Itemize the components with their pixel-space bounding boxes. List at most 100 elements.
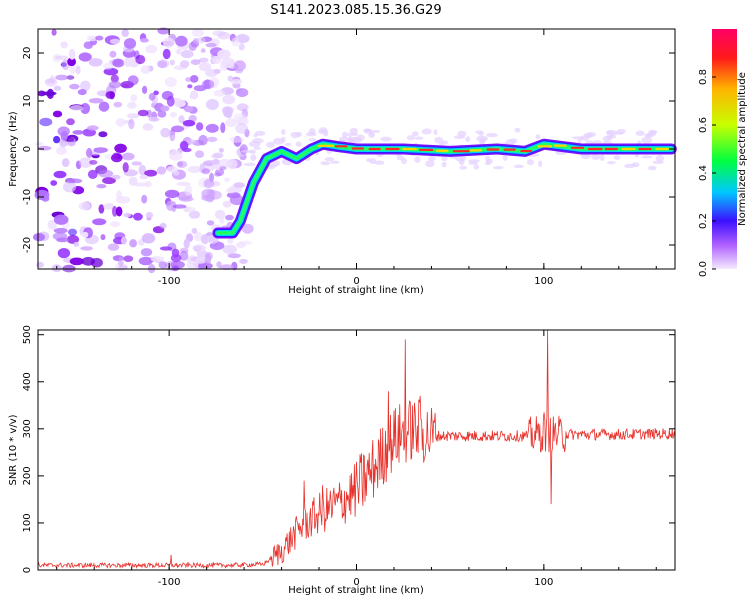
noise-blob (79, 157, 93, 168)
noise-blob (50, 180, 58, 186)
ridge-haze-blob (485, 155, 491, 162)
noise-blob (39, 117, 53, 127)
noise-blob (109, 38, 121, 45)
ridge-haze-blob (414, 136, 424, 140)
noise-blob (169, 150, 183, 161)
noise-blob (213, 89, 225, 97)
ridge-haze-blob (475, 130, 484, 134)
noise-blob (123, 212, 131, 218)
noise-blob (57, 248, 71, 259)
noise-blob (160, 105, 170, 112)
noise-blob (138, 256, 153, 266)
noise-blob (178, 115, 185, 124)
noise-blob (212, 152, 224, 159)
noise-blob (241, 223, 254, 234)
noise-blob (217, 49, 231, 60)
noise-blob (233, 60, 246, 72)
noise-blob (53, 227, 68, 234)
ridge-haze-blob (396, 155, 405, 161)
ridge-haze-blob (580, 135, 590, 141)
snr-x-tick-label: -100 (158, 577, 181, 588)
noise-blob (227, 237, 234, 244)
noise-blob (68, 48, 76, 60)
noise-blob (173, 99, 186, 108)
snr-y-tick-label: 100 (22, 513, 33, 532)
noise-blob (93, 147, 108, 154)
noise-blob (222, 244, 237, 255)
spectrogram-x-ticks: -100 0 100 (56, 29, 657, 287)
noise-blob (176, 181, 191, 186)
noise-blob (169, 111, 177, 118)
ridge-haze-blob (363, 128, 372, 133)
noise-blob (109, 50, 117, 58)
ridge-haze-blob (441, 161, 447, 168)
noise-blob (81, 256, 96, 266)
noise-blob (162, 37, 175, 48)
noise-blob (221, 106, 234, 115)
ridge-haze-blob (421, 128, 432, 135)
noise-blob (176, 160, 188, 168)
noise-blob (159, 246, 173, 251)
noise-blob (224, 177, 230, 183)
snr-x-tick-label: 0 (353, 577, 359, 588)
noise-blob (206, 136, 218, 142)
ridge-haze-blob (538, 160, 543, 168)
snr-y-tick-label: 0 (22, 567, 33, 573)
noise-blob (220, 122, 226, 134)
noise-blob (182, 119, 196, 127)
noise-blob (157, 60, 168, 69)
noise-blob (175, 35, 188, 47)
noise-blob (198, 134, 208, 146)
noise-blob (176, 48, 182, 55)
noise-blob (69, 83, 80, 90)
noise-blob (103, 203, 115, 210)
snr-panel: -100 0 100 0 100 200 300 400 500 Height of stra… (8, 325, 676, 596)
noise-blob (128, 176, 138, 186)
ridge-haze-blob (346, 132, 359, 137)
colorbar-tick-label: 0.4 (698, 165, 709, 181)
noise-blob (51, 29, 57, 36)
ridge-haze-blob (411, 131, 419, 137)
noise-blob (169, 130, 176, 142)
noise-blob (185, 77, 192, 82)
ridge-haze-blob (599, 154, 605, 162)
ridge-haze-blob (253, 133, 258, 138)
noise-blob (133, 212, 143, 221)
noise-blob (68, 228, 77, 236)
noise-blob (173, 204, 187, 209)
ridge-haze-blob (308, 128, 316, 135)
noise-blob (121, 152, 135, 161)
noise-blob (36, 261, 44, 268)
noise-blob (183, 206, 190, 213)
snr-y-tick-label: 500 (22, 325, 33, 344)
noise-blob (218, 147, 224, 153)
noise-blob (88, 58, 103, 67)
ridge-haze-blob (406, 135, 415, 141)
noise-blob (107, 243, 120, 251)
noise-blob (225, 214, 234, 221)
ridge-haze-blob (284, 142, 292, 147)
noise-blob (47, 219, 58, 230)
ridge-haze-blob (347, 138, 357, 143)
noise-blob (170, 254, 182, 263)
ridge-haze-blob (535, 134, 541, 140)
noise-blob (53, 214, 69, 225)
ridge-haze-blob (624, 163, 635, 169)
snr-plot-area (38, 330, 675, 570)
noise-blob (198, 57, 209, 63)
noise-blob (123, 38, 137, 49)
noise-blob (112, 206, 118, 217)
noise-blob (200, 48, 206, 53)
ridge-haze-blob (486, 132, 498, 138)
noise-blob (231, 37, 240, 47)
noise-blob (77, 89, 87, 96)
figure-title: S141.2023.085.15.36.G29 (270, 3, 441, 18)
ridge-haze-blob (468, 161, 478, 165)
noise-blob (98, 169, 114, 178)
noise-blob (221, 57, 236, 69)
ridge-haze-blob (318, 129, 329, 135)
noise-blob (219, 216, 225, 224)
ridge-haze-blob (484, 161, 492, 166)
noise-blob (144, 180, 152, 188)
